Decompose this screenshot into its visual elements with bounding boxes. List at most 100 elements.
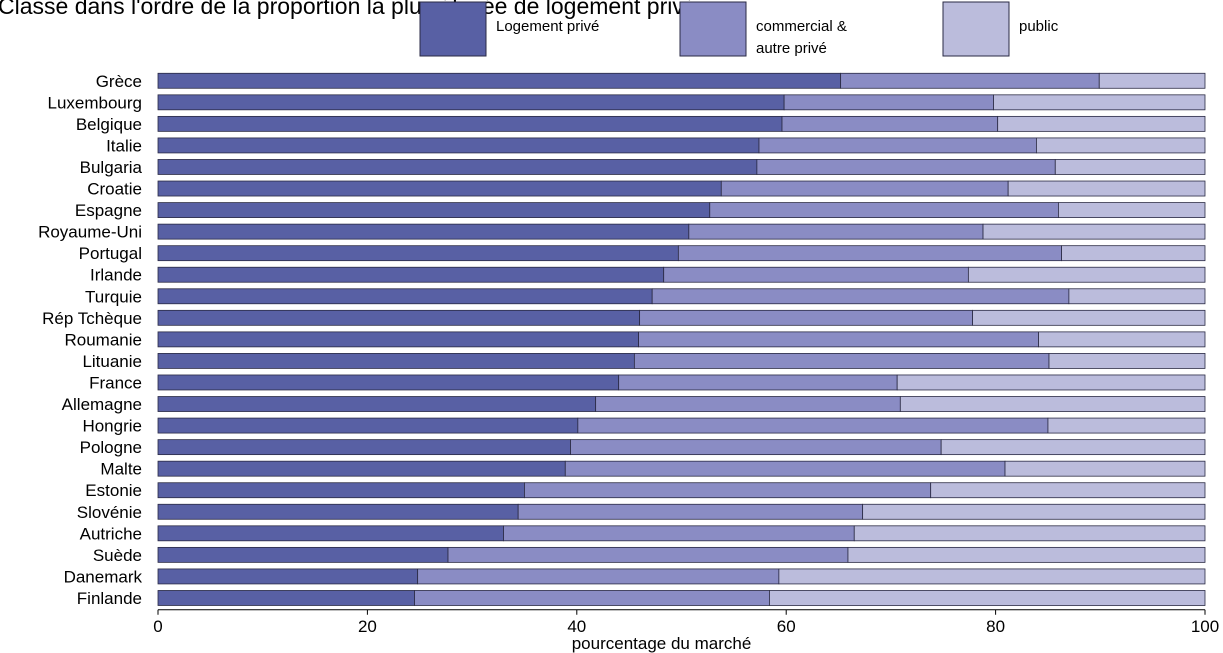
category-label: Slovénie	[77, 503, 142, 522]
x-tick-label: 0	[153, 617, 162, 636]
legend: Logement privé commercial & autre privé pub…	[419, 1, 1059, 57]
category-label: Finlande	[77, 589, 142, 608]
x-axis-title: pourcentage du marché	[572, 634, 752, 653]
legend-label: commercial &	[756, 18, 847, 35]
category-label: Malte	[100, 460, 142, 479]
bar-segment-2	[447, 546, 849, 563]
bar-segment-3	[1007, 180, 1206, 197]
bar-segment-1	[157, 137, 760, 154]
x-tick-label: 80	[986, 617, 1005, 636]
legend-label: public	[1019, 18, 1059, 35]
bar-segment-2	[618, 374, 898, 391]
bar-segment-3	[1098, 72, 1206, 89]
x-tick-label: 60	[777, 617, 796, 636]
bar-segment-3	[896, 374, 1206, 391]
bar-segment-2	[709, 202, 1059, 218]
category-label: Bulgaria	[80, 158, 143, 177]
legend-label: Logement privé	[496, 18, 599, 35]
bar-segment-3	[847, 546, 1206, 563]
bar-segment-1	[157, 202, 711, 218]
bar-segment-1	[157, 417, 579, 434]
bar-segment-3	[1036, 137, 1206, 154]
bar-segment-1	[157, 546, 449, 563]
bar-segment-1	[157, 94, 785, 111]
category-label: Danemark	[64, 567, 143, 586]
bar-segment-1	[157, 309, 641, 326]
category-label: Allemagne	[62, 395, 142, 414]
category-label: Grèce	[96, 72, 142, 91]
category-label: Hongrie	[82, 417, 142, 436]
bar-segment-1	[157, 503, 519, 520]
bars	[157, 72, 1206, 606]
category-label: Rép Tchèque	[42, 309, 142, 328]
bar-segment-1	[157, 115, 783, 132]
x-tick-label: 100	[1191, 617, 1219, 636]
bar-segment-2	[783, 94, 994, 111]
bar-segment-2	[663, 266, 969, 283]
bar-segment-3	[899, 396, 1206, 412]
bar-segment-3	[778, 568, 1206, 585]
bar-segment-3	[853, 525, 1206, 542]
bar-segment-1	[157, 159, 758, 175]
bar-segment-3	[1038, 331, 1206, 348]
category-label: Luxembourg	[47, 93, 142, 112]
category-label: Portugal	[79, 244, 142, 263]
category-label: Pologne	[80, 438, 142, 457]
bar-segment-2	[758, 137, 1037, 154]
bar-segment-3	[940, 439, 1206, 456]
bar-segment-3	[1068, 288, 1206, 305]
bar-segment-1	[157, 568, 419, 585]
chart-title: Classé dans l'ordre de la proportion la …	[0, 0, 697, 19]
bar-segment-2	[677, 245, 1062, 262]
category-label: Lituanie	[82, 352, 142, 371]
legend-swatch	[679, 1, 747, 57]
bar-segment-1	[157, 288, 653, 305]
category-label: Croatie	[87, 180, 142, 199]
bar-segment-3	[1047, 417, 1206, 434]
category-label: Suède	[93, 546, 142, 565]
category-label: Espagne	[75, 201, 142, 220]
legend-label: autre privé	[756, 40, 827, 57]
bar-segment-1	[157, 223, 690, 240]
bar-segment-3	[967, 266, 1206, 283]
bar-segment-1	[157, 374, 620, 391]
bar-segment-1	[157, 266, 665, 283]
bar-segment-1	[157, 245, 679, 262]
bar-segment-3	[1058, 202, 1206, 218]
bar-segment-1	[157, 72, 842, 89]
bar-segment-3	[972, 309, 1206, 326]
bar-segment-3	[982, 223, 1206, 240]
legend-swatch	[419, 1, 487, 57]
bar-segment-3	[1048, 353, 1206, 369]
category-label: Royaume-Uni	[38, 223, 142, 242]
x-tick-label: 20	[358, 617, 377, 636]
bar-segment-1	[157, 460, 566, 477]
bar-segment-2	[524, 482, 932, 499]
bar-segment-1	[157, 331, 639, 348]
bar-segment-2	[564, 460, 1006, 477]
bar-segment-3	[993, 94, 1206, 111]
category-label: Roumanie	[65, 330, 143, 349]
bar-segment-2	[720, 180, 1009, 197]
bar-segment-2	[577, 417, 1049, 434]
bar-segment-3	[862, 503, 1206, 520]
bar-segment-1	[157, 180, 722, 197]
category-label: Italie	[106, 136, 142, 155]
x-tick-label: 40	[567, 617, 586, 636]
bar-segment-2	[633, 353, 1050, 369]
bar-segment-1	[157, 396, 597, 412]
bar-segment-2	[688, 223, 984, 240]
bar-segment-3	[930, 482, 1206, 499]
bar-segment-1	[157, 525, 504, 542]
bar-segment-2	[417, 568, 780, 585]
category-label: Autriche	[80, 524, 142, 543]
category-label: Turquie	[85, 287, 142, 306]
bar-segment-2	[781, 115, 999, 132]
bar-segment-3	[997, 115, 1206, 132]
bar-segment-2	[756, 159, 1056, 175]
bar-segment-2	[503, 525, 855, 542]
bar-segment-2	[639, 309, 973, 326]
bar-segment-1	[157, 439, 571, 456]
category-label: Belgique	[76, 115, 142, 134]
